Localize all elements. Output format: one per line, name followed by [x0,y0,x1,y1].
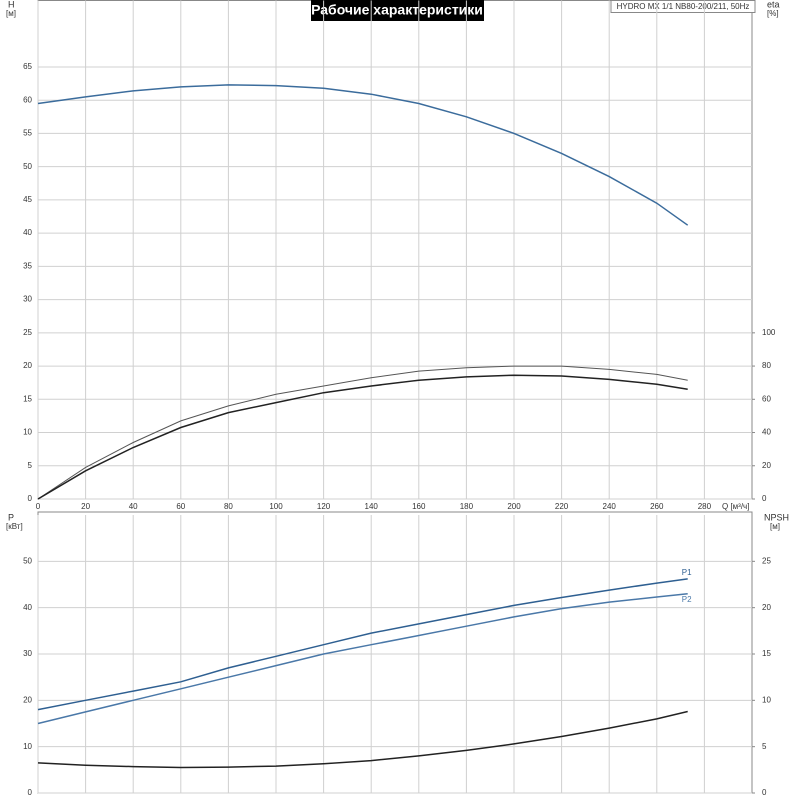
series-line [37,593,688,725]
x-tick-label: 80 [224,502,233,511]
y-tick-label: 30 [23,295,32,304]
x-tick-label: 0 [36,502,41,511]
y-tick-label: 25 [23,328,32,337]
y-tick-label: 20 [23,361,32,370]
series-line [37,710,688,769]
x-tick-label: 100 [269,502,283,511]
y-tick-label: 40 [23,228,32,237]
y-tick-label: 55 [23,129,32,138]
y-unit: [кВт] [6,522,23,531]
y2-tick-label: 10 [762,695,771,704]
y-tick-label: 50 [23,556,32,565]
series-label: P2 [682,595,692,604]
y2-tick-label: 0 [762,788,767,797]
y2-unit: [м] [770,522,780,531]
series-line [37,578,688,711]
x-tick-label: 260 [650,502,664,511]
y-tick-label: 50 [23,162,32,171]
x-tick-label: 140 [365,502,379,511]
x-tick-label: 160 [412,502,426,511]
y2-unit: [%] [767,9,779,18]
y2-tick-label: 40 [762,428,771,437]
x-tick-label: 220 [555,502,569,511]
y-tick-label: 30 [23,649,32,658]
plot-frame [37,511,753,794]
plot-frame [37,0,753,500]
y-tick-label: 5 [28,461,33,470]
y-label: H [8,0,15,9]
x-label: Q [м³/ч] [722,502,749,511]
series-line [37,84,689,226]
subtitle-box [610,0,756,13]
subtitle: HYDRO MX 1/1 NB80-200/211, 50Hz [617,2,750,11]
y-tick-label: 10 [23,742,32,751]
y-unit: [м] [6,9,16,18]
series-label: P1 [682,568,692,577]
y-tick-label: 65 [23,62,32,71]
x-tick-label: 280 [698,502,712,511]
y2-tick-label: 5 [762,742,767,751]
y2-label: eta [767,0,780,9]
y-tick-label: 0 [28,494,33,503]
y2-tick-label: 0 [762,494,767,503]
y-tick-label: 15 [23,394,32,403]
series-line [37,365,688,500]
chart-title: Рабочие характеристики [311,2,483,18]
y2-tick-label: 100 [762,328,776,337]
y2-tick-label: 20 [762,603,771,612]
x-tick-label: 20 [81,502,90,511]
y-label: P [8,512,14,522]
y2-tick-label: 25 [762,556,771,565]
y-tick-label: 20 [23,695,32,704]
y2-label: NPSH [764,512,789,522]
y2-tick-label: 20 [762,461,771,470]
y-tick-label: 60 [23,95,32,104]
series-line [37,374,688,500]
y-tick-label: 0 [28,788,33,797]
y-tick-label: 40 [23,603,32,612]
y-tick-label: 35 [23,261,32,270]
y-tick-label: 10 [23,428,32,437]
title-box [311,0,484,21]
x-tick-label: 120 [317,502,331,511]
x-tick-label: 180 [460,502,474,511]
y2-tick-label: 60 [762,394,771,403]
x-tick-label: 240 [603,502,617,511]
x-tick-label: 40 [129,502,138,511]
x-tick-label: 60 [176,502,185,511]
y2-tick-label: 80 [762,361,771,370]
y2-tick-label: 15 [762,649,771,658]
x-tick-label: 200 [507,502,521,511]
y-tick-label: 45 [23,195,32,204]
